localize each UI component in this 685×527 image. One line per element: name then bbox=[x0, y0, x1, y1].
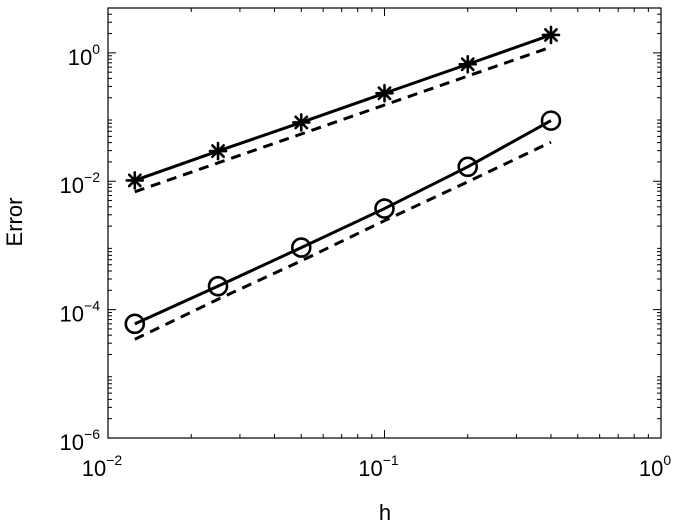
reference-slope-line-1 bbox=[134, 45, 552, 194]
y-tick-label-exponent: 0 bbox=[92, 41, 100, 57]
star-marker bbox=[458, 54, 478, 74]
x-tick-label: 100 bbox=[639, 452, 671, 481]
y-tick-label: 10−4 bbox=[60, 298, 101, 327]
star-marker bbox=[291, 113, 311, 132]
star-marker bbox=[375, 83, 394, 103]
star-marker bbox=[125, 171, 145, 190]
star-marker-stroke bbox=[460, 57, 475, 72]
y-tick-label: 10−6 bbox=[60, 426, 101, 455]
y-tick-label-exponent: −6 bbox=[84, 426, 100, 442]
x-axis-label: h bbox=[379, 500, 391, 525]
x-tick-label-base: 10 bbox=[358, 456, 382, 481]
star-marker-stroke bbox=[127, 173, 142, 188]
y-tick-label-exponent: −4 bbox=[84, 298, 100, 314]
circle-marker bbox=[540, 110, 562, 131]
y-tick-label-base: 10 bbox=[68, 45, 92, 70]
star-marker-stroke bbox=[377, 86, 392, 101]
circle-marker bbox=[457, 156, 479, 178]
x-tick-label-exponent: −2 bbox=[106, 452, 122, 468]
error-series-line-2 bbox=[134, 119, 552, 326]
y-tick-label-base: 10 bbox=[60, 173, 84, 198]
x-tick-label-exponent: 0 bbox=[663, 452, 671, 468]
circle-marker bbox=[290, 237, 312, 258]
plot-frame bbox=[107, 7, 662, 439]
circle-marker bbox=[124, 313, 146, 335]
star-marker bbox=[208, 141, 228, 161]
x-tick-label: 10−1 bbox=[358, 452, 399, 481]
x-tick-label-base: 10 bbox=[82, 456, 106, 481]
reference-slope-line-3 bbox=[134, 140, 552, 341]
error-series-line-0 bbox=[134, 33, 552, 182]
series bbox=[124, 25, 562, 341]
star-marker-stroke bbox=[294, 115, 309, 130]
circle-marker bbox=[207, 275, 229, 297]
star-marker bbox=[541, 25, 561, 45]
y-tick-label-base: 10 bbox=[60, 302, 84, 327]
star-marker-stroke bbox=[544, 28, 558, 42]
y-axis-label: Error bbox=[2, 198, 27, 247]
star-marker-stroke bbox=[211, 144, 225, 159]
x-tick-label-exponent: −1 bbox=[383, 452, 399, 468]
y-tick-label-exponent: −2 bbox=[84, 169, 100, 185]
y-tick-label: 10−2 bbox=[60, 169, 101, 198]
y-tick-label-base: 10 bbox=[60, 430, 84, 455]
x-tick-label-base: 10 bbox=[639, 456, 663, 481]
y-tick-label: 100 bbox=[68, 41, 100, 70]
circle-marker bbox=[374, 198, 395, 219]
x-tick-label: 10−2 bbox=[82, 452, 123, 481]
